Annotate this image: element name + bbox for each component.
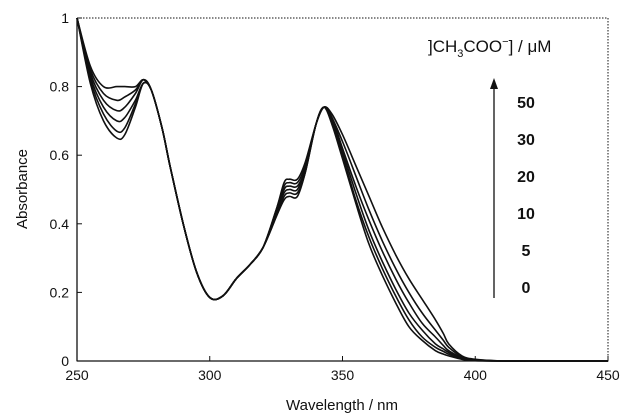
- y-tick-label: 0.6: [50, 147, 70, 163]
- legend-arrow-head: [490, 78, 498, 89]
- y-tick-label: 0: [61, 353, 69, 369]
- legend-entry: 5: [522, 243, 531, 260]
- legend-title: ]CH3COO−] / μM: [428, 36, 551, 60]
- spectrum-line-0: [76, 17, 608, 362]
- spectrum-line-30: [76, 17, 608, 362]
- legend-entry: 20: [517, 169, 535, 186]
- x-tick-label: 250: [65, 367, 89, 383]
- y-tick-label: 0.4: [50, 216, 70, 232]
- y-tick-label: 0.8: [50, 79, 70, 95]
- legend-entry: 30: [517, 132, 535, 149]
- legend-entry: 0: [522, 280, 531, 297]
- x-tick-label: 300: [198, 367, 222, 383]
- spectrum-line-10: [76, 17, 608, 362]
- x-tick-label: 350: [331, 367, 355, 383]
- plot-frame: [76, 17, 609, 362]
- legend-entry: 50: [517, 95, 535, 112]
- x-tick-label: 450: [596, 367, 620, 383]
- spectrum-line-50: [76, 17, 608, 362]
- y-axis-title: Absorbance: [14, 149, 31, 229]
- spectra-series: [76, 17, 608, 362]
- y-tick-label: 1: [61, 10, 69, 26]
- spectrum-line-20: [76, 17, 608, 362]
- x-axis-title: Wavelength / nm: [286, 397, 398, 413]
- spectrum-line-5: [76, 17, 608, 362]
- legend-entry: 10: [517, 206, 535, 223]
- y-tick-label: 0.2: [50, 284, 70, 300]
- x-tick-label: 400: [464, 367, 488, 383]
